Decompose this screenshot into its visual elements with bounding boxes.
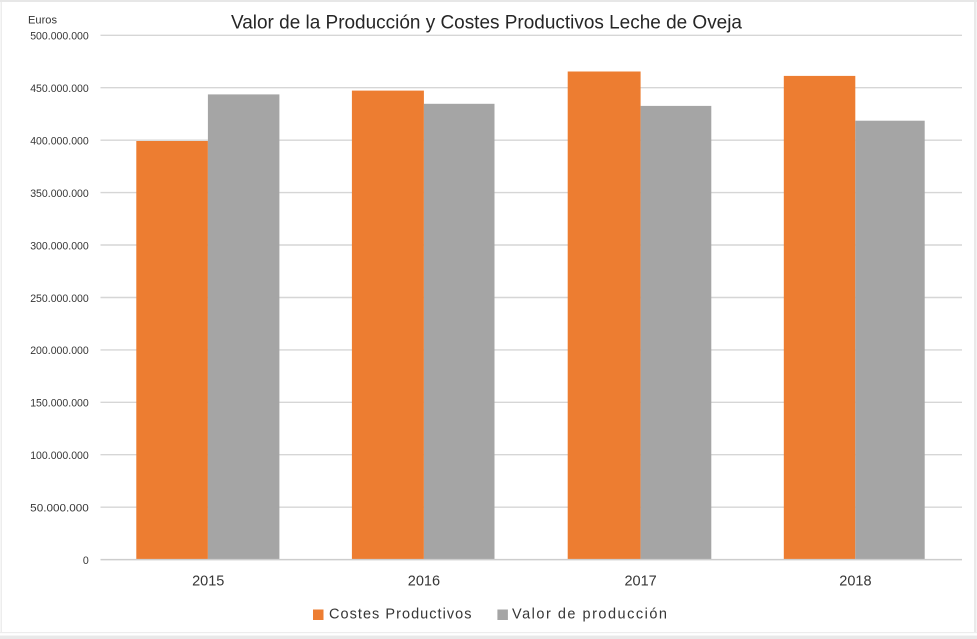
svg-text:Valor de producción: Valor de producción	[512, 607, 667, 623]
svg-text:350.000.000: 350.000.000	[30, 188, 89, 200]
svg-text:2017: 2017	[624, 574, 656, 590]
svg-text:250.000.000: 250.000.000	[30, 293, 89, 305]
svg-text:150.000.000: 150.000.000	[30, 398, 89, 410]
svg-text:50.000.000: 50.000.000	[30, 503, 89, 515]
svg-text:Valor de la Producción y Coste: Valor de la Producción y Costes Producti…	[231, 12, 742, 34]
svg-text:100.000.000: 100.000.000	[30, 450, 89, 462]
svg-text:450.000.000: 450.000.000	[30, 83, 89, 95]
svg-text:2015: 2015	[192, 574, 224, 590]
svg-text:2018: 2018	[839, 574, 871, 590]
svg-text:2016: 2016	[408, 574, 440, 590]
svg-text:0: 0	[83, 555, 89, 567]
svg-text:Costes Productivos: Costes Productivos	[329, 607, 472, 623]
svg-text:Euros: Euros	[28, 14, 57, 26]
svg-text:400.000.000: 400.000.000	[30, 136, 89, 148]
svg-text:300.000.000: 300.000.000	[30, 240, 89, 252]
svg-text:200.000.000: 200.000.000	[30, 345, 89, 357]
svg-text:500.000.000: 500.000.000	[30, 31, 89, 43]
